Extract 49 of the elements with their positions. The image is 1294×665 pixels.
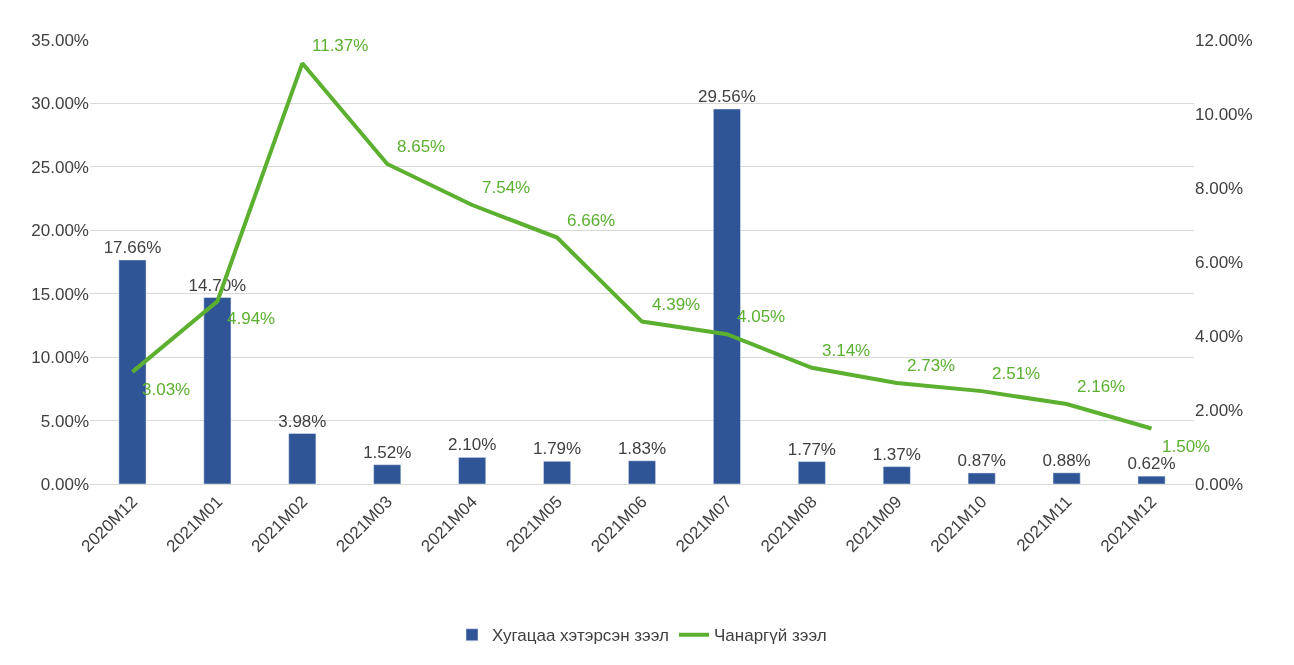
bar <box>1137 475 1166 484</box>
data-label: 2.10% <box>448 435 497 455</box>
data-label: 4.39% <box>652 295 701 314</box>
data-label: 0.88% <box>1042 450 1091 470</box>
data-label: 8.65% <box>397 137 446 156</box>
data-label: 7.54% <box>482 178 531 197</box>
y-tick-label: 35.00% <box>31 30 89 50</box>
y-tick-label: 20.00% <box>31 221 89 241</box>
data-label: 1.77% <box>787 439 836 459</box>
bar <box>288 433 317 484</box>
data-label: 3.14% <box>822 341 871 360</box>
data-label: 2.51% <box>992 364 1041 383</box>
bar <box>798 461 826 484</box>
data-label: 17.66% <box>103 237 162 257</box>
data-label: 3.98% <box>278 411 327 431</box>
bar <box>543 461 571 484</box>
data-label: 1.50% <box>1162 437 1211 456</box>
data-label: 29.56% <box>698 87 756 107</box>
y-tick-label: 15.00% <box>31 284 89 304</box>
data-label: 11.37% <box>312 36 369 55</box>
y-tick-label: 0.00% <box>40 474 89 494</box>
data-label: 0.62% <box>1127 454 1176 474</box>
data-label: 1.79% <box>532 439 582 459</box>
bar <box>373 464 402 484</box>
data-label: 1.83% <box>617 438 667 458</box>
legend-label: Чанаргүй зээл <box>714 626 827 646</box>
data-label: 2.16% <box>1077 377 1126 396</box>
bar <box>882 466 911 484</box>
y2-tick-label: 8.00% <box>1195 178 1244 198</box>
bar <box>458 457 486 484</box>
bar <box>967 472 996 484</box>
y-tick-label: 25.00% <box>31 157 89 177</box>
y2-tick-label: 6.00% <box>1195 252 1244 272</box>
data-label: 2.73% <box>907 356 956 375</box>
y2-tick-label: 2.00% <box>1195 400 1244 420</box>
data-label: 1.37% <box>872 444 921 464</box>
data-label: 6.66% <box>567 211 616 230</box>
y-tick-label: 30.00% <box>31 94 89 114</box>
bar <box>1052 472 1081 484</box>
data-label: 0.87% <box>957 450 1006 470</box>
data-label: 1.52% <box>363 442 412 462</box>
y2-tick-label: 12.00% <box>1195 30 1253 50</box>
y-tick-label: 10.00% <box>31 348 89 368</box>
bar <box>628 460 656 484</box>
legend-label: Хугацаа хэтэрсэн зээл <box>492 626 669 646</box>
y2-tick-label: 0.00% <box>1195 474 1244 494</box>
y2-tick-label: 4.00% <box>1195 326 1244 346</box>
y2-tick-label: 10.00% <box>1195 104 1253 124</box>
y-tick-label: 5.00% <box>40 411 89 431</box>
